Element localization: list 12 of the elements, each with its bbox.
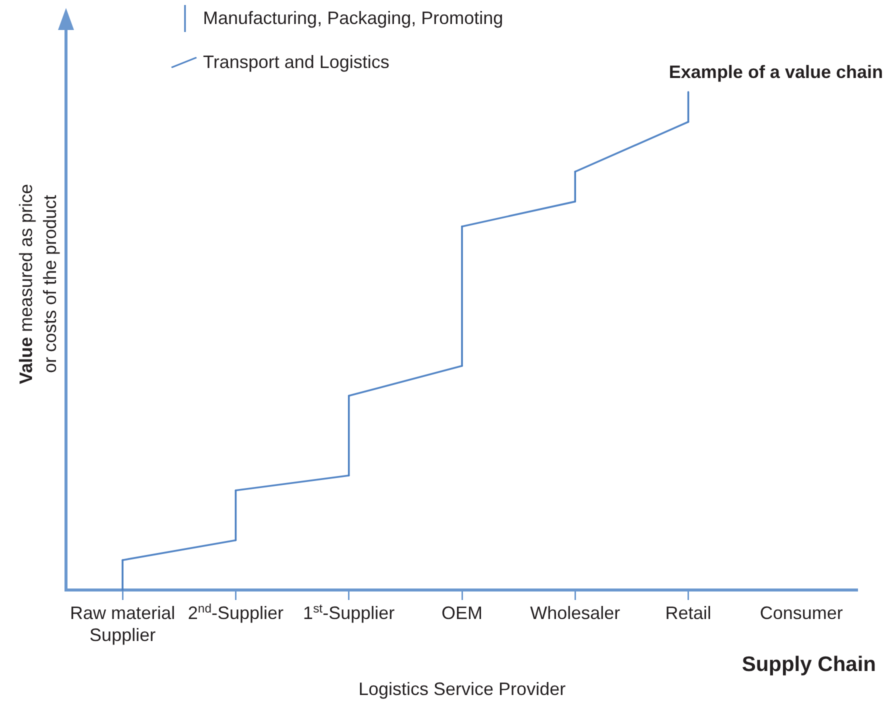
- x-tick-label: Consumer: [758, 602, 844, 624]
- chart-title: Example of a value chain: [668, 61, 883, 83]
- x-tick-label: Raw material Supplier: [69, 602, 176, 646]
- x-tick-label: 1$^{st}$-Supplier: [302, 601, 396, 624]
- x-tick-label: Retail: [664, 602, 712, 624]
- legend-label: Transport and Logistics: [203, 51, 390, 73]
- x-tick-label: 2$^{nd}$-Supplier: [186, 601, 285, 624]
- text: Logistics Service Provider: [358, 678, 566, 700]
- x-tick-label: Wholesaler: [529, 602, 622, 624]
- legend-label: Manufacturing, Packaging, Promoting: [203, 7, 504, 29]
- x-axis-title: Supply Chain: [742, 652, 876, 678]
- x-tick-label: OEM: [440, 602, 484, 624]
